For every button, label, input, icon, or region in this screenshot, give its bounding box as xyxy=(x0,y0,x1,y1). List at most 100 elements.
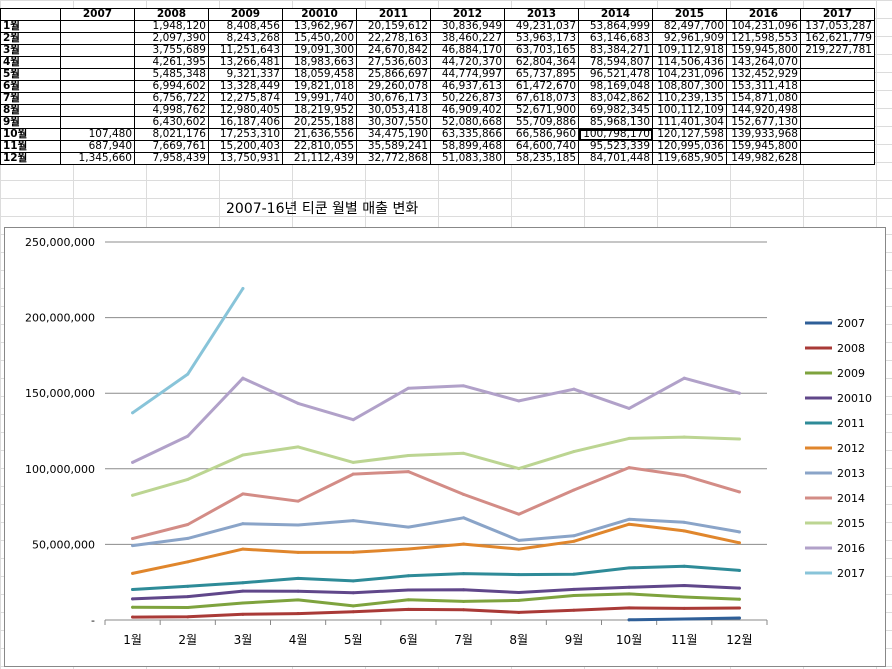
row-header[interactable]: 9월 xyxy=(0,116,61,129)
corner-cell[interactable] xyxy=(0,8,61,21)
table-cell[interactable]: 149,982,628 xyxy=(726,152,801,165)
table-cell[interactable]: 153,311,418 xyxy=(726,80,801,93)
table-cell[interactable]: 13,328,449 xyxy=(208,80,283,93)
table-cell[interactable]: 119,685,905 xyxy=(652,152,727,165)
table-cell[interactable]: 111,401,304 xyxy=(652,116,727,129)
table-cell[interactable]: 5,485,348 xyxy=(134,68,209,81)
table-cell[interactable]: 114,506,436 xyxy=(652,56,727,69)
table-cell[interactable]: 121,598,553 xyxy=(726,32,801,45)
table-cell[interactable]: 108,807,300 xyxy=(652,80,727,93)
table-cell[interactable]: 143,264,070 xyxy=(726,56,801,69)
table-cell[interactable]: 49,231,037 xyxy=(504,20,579,33)
row-header[interactable]: 4월 xyxy=(0,56,61,69)
table-cell[interactable] xyxy=(60,92,135,105)
table-cell[interactable]: 27,536,603 xyxy=(356,56,431,69)
table-cell[interactable]: 25,866,697 xyxy=(356,68,431,81)
table-cell[interactable]: 137,053,287 xyxy=(800,20,875,33)
table-cell[interactable]: 63,146,683 xyxy=(578,32,653,45)
table-cell[interactable]: 22,810,055 xyxy=(282,140,357,153)
column-header[interactable]: 2015 xyxy=(652,8,727,21)
table-cell[interactable] xyxy=(60,32,135,45)
row-header[interactable]: 3월 xyxy=(0,44,61,57)
table-cell[interactable]: 100,112,109 xyxy=(652,104,727,117)
table-cell[interactable]: 6,430,602 xyxy=(134,116,209,129)
table-cell[interactable]: 21,636,556 xyxy=(282,128,357,141)
table-cell[interactable]: 20,255,188 xyxy=(282,116,357,129)
table-cell[interactable]: 46,884,170 xyxy=(430,44,505,57)
row-header[interactable]: 1월 xyxy=(0,20,61,33)
row-header[interactable]: 5월 xyxy=(0,68,61,81)
column-header[interactable]: 20010 xyxy=(282,8,357,21)
table-cell[interactable] xyxy=(60,56,135,69)
table-cell[interactable]: 83,384,271 xyxy=(578,44,653,57)
table-cell[interactable]: 98,169,048 xyxy=(578,80,653,93)
table-cell[interactable]: 58,235,185 xyxy=(504,152,579,165)
table-cell[interactable]: 19,821,018 xyxy=(282,80,357,93)
table-cell[interactable]: 30,676,173 xyxy=(356,92,431,105)
table-cell[interactable]: 19,991,740 xyxy=(282,92,357,105)
table-cell[interactable]: 15,200,403 xyxy=(208,140,283,153)
table-cell[interactable]: 104,231,096 xyxy=(726,20,801,33)
table-cell[interactable]: 687,940 xyxy=(60,140,135,153)
chart-area[interactable]: - 50,000,000 100,000,000 150,000,000 200,000… xyxy=(4,227,886,667)
table-cell[interactable]: 95,523,339 xyxy=(578,140,653,153)
table-cell[interactable]: 63,335,866 xyxy=(430,128,505,141)
table-cell[interactable]: 58,899,468 xyxy=(430,140,505,153)
table-cell[interactable]: 159,945,800 xyxy=(726,140,801,153)
column-header[interactable]: 2017 xyxy=(800,8,875,21)
table-cell[interactable]: 63,703,165 xyxy=(504,44,579,57)
column-header[interactable]: 2011 xyxy=(356,8,431,21)
table-cell[interactable]: 12,980,405 xyxy=(208,104,283,117)
column-header[interactable]: 2007 xyxy=(60,8,135,21)
table-cell[interactable]: 152,677,130 xyxy=(726,116,801,129)
table-cell[interactable]: 107,480 xyxy=(60,128,135,141)
table-cell[interactable] xyxy=(800,152,875,165)
table-cell[interactable]: 29,260,078 xyxy=(356,80,431,93)
table-cell[interactable]: 18,059,458 xyxy=(282,68,357,81)
table-cell[interactable]: 44,774,997 xyxy=(430,68,505,81)
table-cell[interactable]: 109,112,918 xyxy=(652,44,727,57)
table-cell[interactable]: 16,187,406 xyxy=(208,116,283,129)
table-cell[interactable]: 104,231,096 xyxy=(652,68,727,81)
table-cell[interactable]: 110,239,135 xyxy=(652,92,727,105)
table-cell[interactable]: 162,621,779 xyxy=(800,32,875,45)
table-cell[interactable]: 100,798,170 xyxy=(578,128,653,141)
table-cell[interactable] xyxy=(60,20,135,33)
table-cell[interactable]: 85,968,130 xyxy=(578,116,653,129)
table-cell[interactable]: 6,994,602 xyxy=(134,80,209,93)
table-cell[interactable]: 18,983,663 xyxy=(282,56,357,69)
table-cell[interactable]: 159,945,800 xyxy=(726,44,801,57)
table-cell[interactable]: 20,159,612 xyxy=(356,20,431,33)
table-cell[interactable]: 18,219,952 xyxy=(282,104,357,117)
table-cell[interactable] xyxy=(60,116,135,129)
table-cell[interactable]: 13,750,931 xyxy=(208,152,283,165)
table-cell[interactable]: 7,669,761 xyxy=(134,140,209,153)
table-cell[interactable]: 132,452,929 xyxy=(726,68,801,81)
table-cell[interactable]: 30,053,418 xyxy=(356,104,431,117)
table-cell[interactable] xyxy=(800,140,875,153)
table-cell[interactable]: 52,671,900 xyxy=(504,104,579,117)
table-cell[interactable]: 4,998,762 xyxy=(134,104,209,117)
row-header[interactable]: 7월 xyxy=(0,92,61,105)
table-cell[interactable]: 8,408,456 xyxy=(208,20,283,33)
table-cell[interactable]: 38,460,227 xyxy=(430,32,505,45)
column-header[interactable]: 2012 xyxy=(430,8,505,21)
table-cell[interactable] xyxy=(800,104,875,117)
table-cell[interactable]: 3,755,689 xyxy=(134,44,209,57)
table-cell[interactable] xyxy=(800,80,875,93)
table-cell[interactable]: 144,920,498 xyxy=(726,104,801,117)
table-cell[interactable]: 120,995,036 xyxy=(652,140,727,153)
table-cell[interactable]: 53,963,173 xyxy=(504,32,579,45)
table-cell[interactable]: 30,836,949 xyxy=(430,20,505,33)
table-cell[interactable]: 13,962,967 xyxy=(282,20,357,33)
column-header[interactable]: 2016 xyxy=(726,8,801,21)
table-cell[interactable] xyxy=(800,116,875,129)
table-cell[interactable]: 46,937,613 xyxy=(430,80,505,93)
table-cell[interactable] xyxy=(60,68,135,81)
table-cell[interactable]: 62,804,364 xyxy=(504,56,579,69)
table-cell[interactable]: 69,982,345 xyxy=(578,104,653,117)
table-cell[interactable]: 9,321,337 xyxy=(208,68,283,81)
table-cell[interactable] xyxy=(60,44,135,57)
table-cell[interactable]: 8,243,268 xyxy=(208,32,283,45)
table-cell[interactable]: 1,948,120 xyxy=(134,20,209,33)
